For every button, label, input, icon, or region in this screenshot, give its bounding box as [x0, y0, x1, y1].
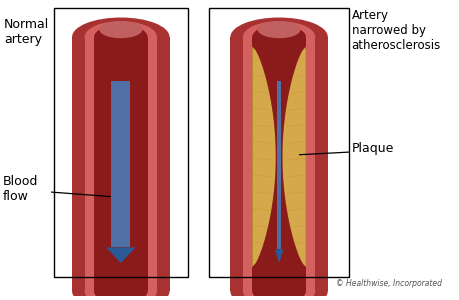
Text: Blood
flow: Blood flow: [3, 175, 38, 203]
Ellipse shape: [242, 275, 314, 300]
Polygon shape: [94, 37, 147, 291]
Ellipse shape: [94, 25, 147, 49]
Ellipse shape: [84, 21, 157, 53]
Ellipse shape: [257, 21, 300, 38]
Ellipse shape: [72, 272, 169, 300]
Ellipse shape: [230, 17, 327, 56]
Polygon shape: [252, 47, 275, 267]
Polygon shape: [230, 37, 327, 291]
Polygon shape: [111, 81, 130, 248]
Text: © Healthwise, Incorporated: © Healthwise, Incorporated: [336, 279, 441, 288]
Ellipse shape: [99, 21, 142, 38]
Polygon shape: [252, 47, 305, 267]
Ellipse shape: [252, 25, 305, 49]
Polygon shape: [274, 249, 283, 263]
Polygon shape: [242, 37, 314, 291]
Text: Normal
artery: Normal artery: [4, 19, 49, 46]
Polygon shape: [106, 248, 135, 263]
Polygon shape: [277, 81, 280, 249]
Ellipse shape: [72, 17, 169, 56]
Text: Plaque: Plaque: [351, 142, 393, 154]
Ellipse shape: [94, 279, 147, 300]
Polygon shape: [252, 37, 305, 291]
Polygon shape: [72, 37, 169, 291]
Ellipse shape: [252, 279, 305, 300]
Ellipse shape: [230, 272, 327, 300]
Polygon shape: [84, 37, 157, 291]
Ellipse shape: [242, 21, 314, 53]
Ellipse shape: [84, 275, 157, 300]
Polygon shape: [282, 47, 305, 267]
Text: Artery
narrowed by
atherosclerosis: Artery narrowed by atherosclerosis: [351, 9, 440, 52]
